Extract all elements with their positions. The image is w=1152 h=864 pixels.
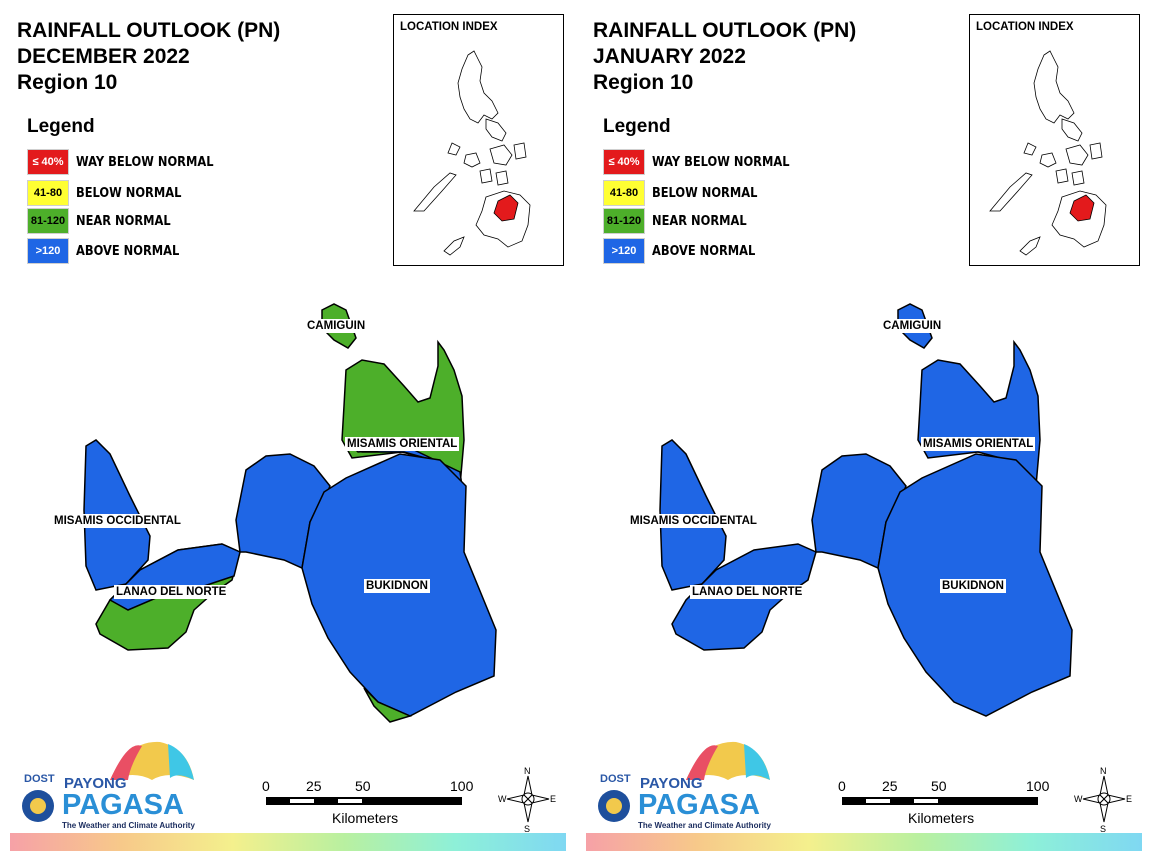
label-camiguin: CAMIGUIN — [881, 319, 944, 333]
footer-gradient-bar — [586, 833, 1142, 851]
label-bukidnon: BUKIDNON — [940, 579, 1006, 593]
scale-tick: 50 — [931, 778, 947, 794]
logo-payong-text: PAYONG — [640, 775, 703, 792]
location-index: LOCATION INDEX — [393, 14, 564, 266]
legend-item-near: 81-120 NEAR NORMAL — [603, 208, 760, 234]
label-misamis-oriental: MISAMIS ORIENTAL — [921, 437, 1036, 451]
title-month: DECEMBER 2022 — [17, 45, 190, 68]
compass-s: S — [524, 824, 530, 834]
logo-dost-text: DOST — [24, 773, 55, 785]
legend-item-near: 81-120 NEAR NORMAL — [27, 208, 184, 234]
scale-tick: 25 — [882, 778, 898, 794]
scale-tick: 100 — [450, 778, 474, 794]
legend-title: Legend — [27, 116, 95, 137]
label-lanao-del-norte: LANAO DEL NORTE — [690, 585, 805, 599]
compass-n: N — [1100, 766, 1107, 776]
legend-label: ABOVE NORMAL — [76, 243, 180, 259]
region10-highlight — [1069, 194, 1095, 222]
scale-unit: Kilometers — [908, 810, 975, 826]
compass-w: W — [498, 794, 507, 804]
legend-title: Legend — [603, 116, 671, 137]
scale-tick: 0 — [838, 778, 846, 794]
scale-tick: 25 — [306, 778, 322, 794]
footer-gradient-bar — [10, 833, 566, 851]
philippines-map — [413, 50, 531, 256]
compass-s: S — [1100, 824, 1106, 834]
legend-label: BELOW NORMAL — [76, 185, 182, 201]
legend-swatch: ≤ 40% — [603, 149, 645, 175]
panel-december: RAINFALL OUTLOOK (PN) DECEMBER 2022 Regi… — [10, 14, 566, 851]
scale-bar-graphic — [266, 797, 462, 805]
legend-swatch: 81-120 — [603, 208, 645, 234]
compass-n: N — [524, 766, 531, 776]
legend-label: WAY BELOW NORMAL — [652, 154, 790, 170]
label-misamis-occidental: MISAMIS OCCIDENTAL — [628, 514, 759, 528]
pagasa-logo: DOST PAYONG PAGASA The Weather and Clima… — [594, 740, 774, 835]
legend-label: ABOVE NORMAL — [652, 243, 756, 259]
scale-bar-graphic — [842, 797, 1038, 805]
title-line1: RAINFALL OUTLOOK (PN) — [17, 19, 281, 42]
legend-item-below: 41-80 BELOW NORMAL — [27, 180, 196, 206]
map-title: RAINFALL OUTLOOK (PN) JANUARY 2022 Regio… — [593, 18, 856, 96]
legend-swatch: >120 — [27, 238, 69, 264]
legend-label: BELOW NORMAL — [652, 185, 758, 201]
legend-swatch: 41-80 — [27, 180, 69, 206]
legend-label: WAY BELOW NORMAL — [76, 154, 214, 170]
legend-label: NEAR NORMAL — [652, 213, 747, 229]
compass-e: E — [550, 794, 556, 804]
logo-tagline-text: The Weather and Climate Authority — [62, 821, 195, 830]
legend-swatch: 41-80 — [603, 180, 645, 206]
north-arrow-icon: N S E W — [497, 764, 559, 834]
legend-swatch: >120 — [603, 238, 645, 264]
location-index-title: LOCATION INDEX — [976, 21, 1074, 33]
legend-swatch: 81-120 — [27, 208, 69, 234]
region10-highlight — [493, 194, 519, 222]
title-month: JANUARY 2022 — [593, 45, 746, 68]
scale-tick: 0 — [262, 778, 270, 794]
logo-tagline-text: The Weather and Climate Authority — [638, 821, 771, 830]
label-misamis-oriental: MISAMIS ORIENTAL — [345, 437, 460, 451]
scale-tick: 50 — [355, 778, 371, 794]
legend-item-above: >120 ABOVE NORMAL — [27, 238, 193, 264]
legend-label: NEAR NORMAL — [76, 213, 171, 229]
compass-w: W — [1074, 794, 1083, 804]
logo-dost-text: DOST — [600, 773, 631, 785]
pagasa-logo: DOST PAYONG PAGASA The Weather and Clima… — [18, 740, 198, 835]
legend-swatch: ≤ 40% — [27, 149, 69, 175]
scale-unit: Kilometers — [332, 810, 399, 826]
scale-bar: 0 25 50 100 Kilometers — [826, 776, 1056, 836]
title-line1: RAINFALL OUTLOOK (PN) — [593, 19, 857, 42]
legend-item-way-below: ≤ 40% WAY BELOW NORMAL — [27, 149, 232, 175]
scale-bar: 0 25 50 100 Kilometers — [250, 776, 480, 836]
legend-item-way-below: ≤ 40% WAY BELOW NORMAL — [603, 149, 808, 175]
label-misamis-occidental: MISAMIS OCCIDENTAL — [52, 514, 183, 528]
north-arrow-icon: N S E W — [1073, 764, 1135, 834]
compass-e: E — [1126, 794, 1132, 804]
label-bukidnon: BUKIDNON — [364, 579, 430, 593]
scale-tick: 100 — [1026, 778, 1050, 794]
location-index-title: LOCATION INDEX — [400, 21, 498, 33]
legend-item-above: >120 ABOVE NORMAL — [603, 238, 769, 264]
logo-pagasa-text: PAGASA — [62, 789, 184, 821]
legend-item-below: 41-80 BELOW NORMAL — [603, 180, 772, 206]
title-region: Region 10 — [593, 71, 694, 94]
philippines-map — [989, 50, 1107, 256]
title-region: Region 10 — [17, 71, 118, 94]
panel-january: RAINFALL OUTLOOK (PN) JANUARY 2022 Regio… — [576, 0, 1152, 864]
label-camiguin: CAMIGUIN — [305, 319, 368, 333]
label-lanao-del-norte: LANAO DEL NORTE — [114, 585, 229, 599]
logo-pagasa-text: PAGASA — [638, 789, 760, 821]
location-index: LOCATION INDEX — [969, 14, 1140, 266]
logo-payong-text: PAYONG — [64, 775, 127, 792]
map-title: RAINFALL OUTLOOK (PN) DECEMBER 2022 Regi… — [17, 18, 280, 96]
bukidnon-green-tip-shape — [363, 687, 413, 723]
